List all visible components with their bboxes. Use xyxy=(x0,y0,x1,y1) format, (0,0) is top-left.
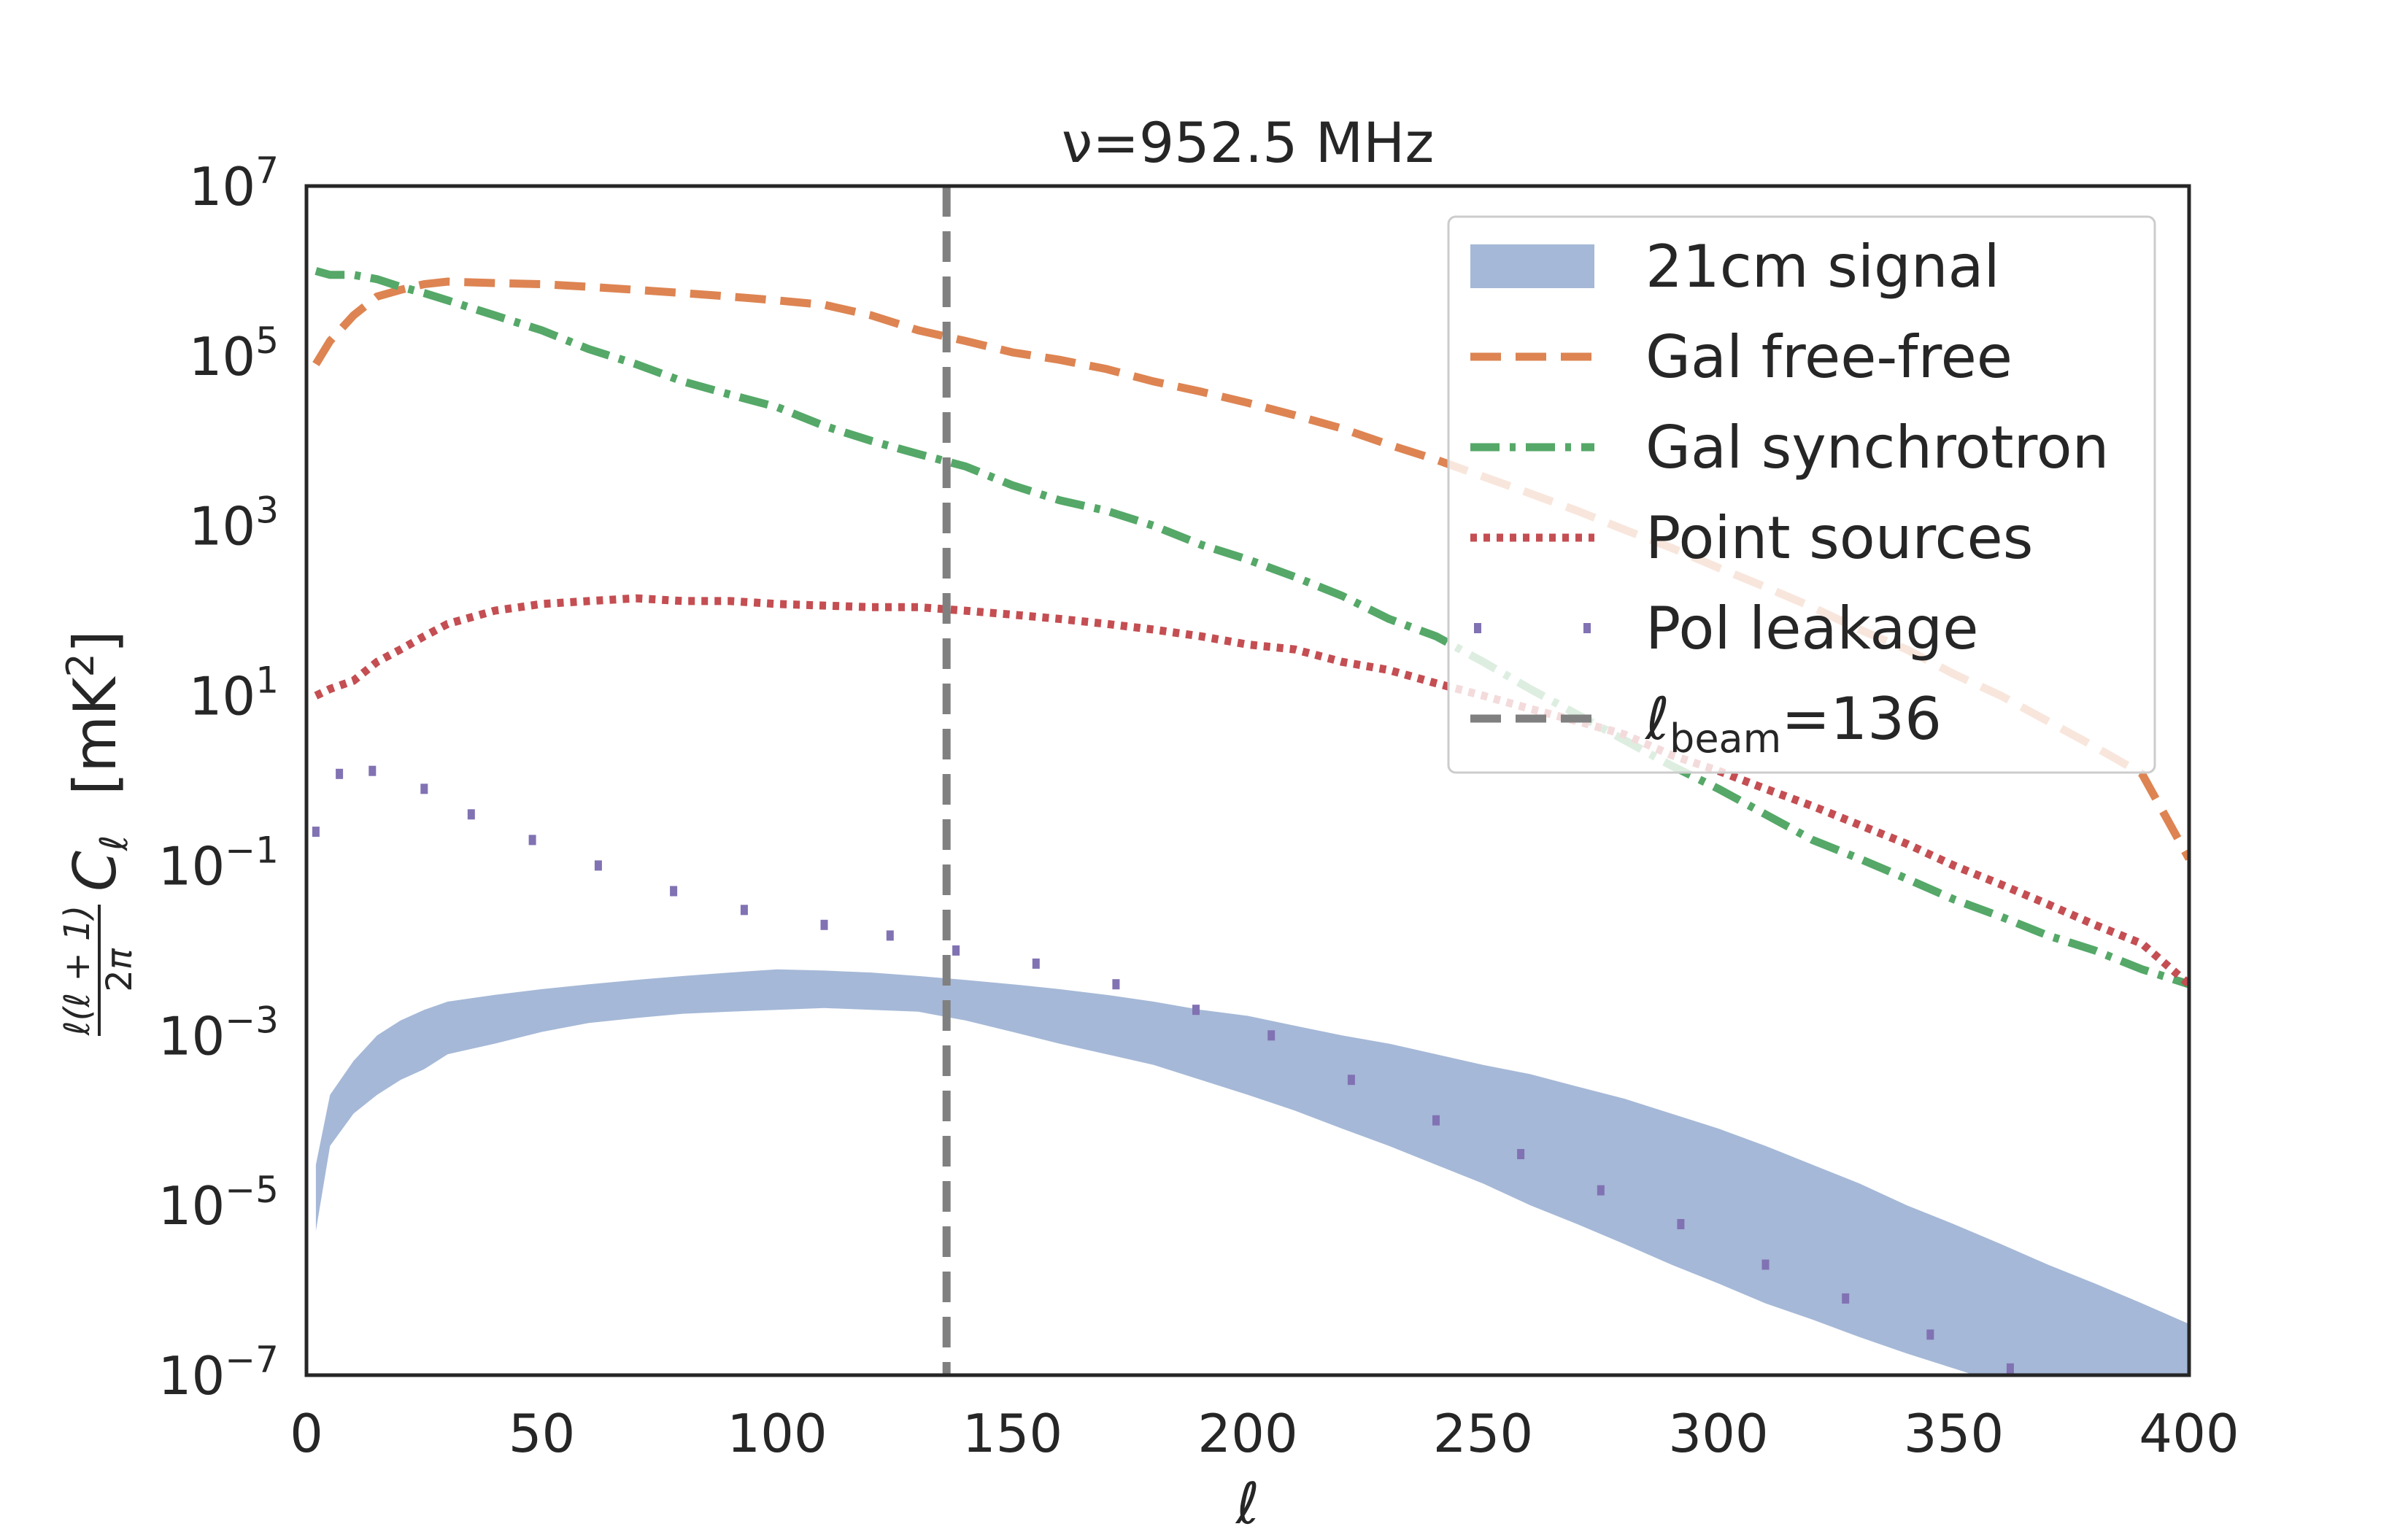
pol-leakage-point xyxy=(1347,1075,1355,1086)
pol-leakage-point xyxy=(820,919,828,930)
legend-label-ps: Point sources xyxy=(1645,504,2033,572)
x-tick-label: 100 xyxy=(727,1403,827,1464)
svg-text:2π: 2π xyxy=(99,948,140,992)
pol-leakage-point xyxy=(528,835,536,846)
pol-leakage-point xyxy=(2091,1396,2099,1406)
y-tick-label: 10−3 xyxy=(158,999,279,1067)
pol-leakage-point xyxy=(1267,1030,1276,1041)
x-tick-label: 350 xyxy=(1904,1403,2004,1464)
series-21cm-band xyxy=(315,969,2189,1375)
pol-leakage-point xyxy=(2006,1363,2014,1374)
x-axis-label: ℓ xyxy=(1235,1471,1259,1532)
pol-leakage-point xyxy=(1432,1115,1440,1126)
legend: 21cm signal Gal free-free Gal synchrotron P… xyxy=(1447,215,2156,774)
pol-leakage-point xyxy=(1761,1259,1770,1270)
y-tick-label: 10−5 xyxy=(158,1169,279,1237)
legend-label-beam: ℓbeam=136 xyxy=(1644,685,1942,762)
series-gal-synchrotron xyxy=(314,267,2189,989)
pol-leakage-point xyxy=(368,765,377,776)
legend-label-sync: Gal synchrotron xyxy=(1645,414,2109,481)
pol-leakage-point xyxy=(312,827,320,837)
pol-leakage-point xyxy=(952,945,960,956)
x-tick-label: 50 xyxy=(509,1403,576,1464)
svg-text:Cℓ: Cℓ xyxy=(61,835,136,891)
pol-leakage-point xyxy=(420,784,428,794)
series-point-sources xyxy=(314,594,2189,988)
legend-label-21cm: 21cm signal xyxy=(1645,233,2000,301)
pol-leakage-point xyxy=(1677,1219,1685,1229)
pol-leakage-point xyxy=(1112,979,1120,990)
y-tick-label: 105 xyxy=(189,320,279,387)
plot-frame xyxy=(304,184,2191,1377)
pol-leakage-point xyxy=(1192,1005,1200,1015)
pol-leakage-point xyxy=(336,768,344,779)
legend-box xyxy=(1447,215,2156,774)
legend-swatch-pol xyxy=(1583,623,1591,633)
y-tick-label: 101 xyxy=(189,659,279,727)
chart-title: ν=952.5 MHz xyxy=(1062,110,1434,175)
y-tick-label: 10−7 xyxy=(158,1339,279,1407)
legend-swatch-21cm xyxy=(1470,244,1594,288)
x-tick-label: 300 xyxy=(1668,1403,1768,1464)
pol-leakage-point xyxy=(1517,1149,1525,1159)
y-tick-label: 107 xyxy=(189,150,279,217)
x-tick-label: 0 xyxy=(290,1403,323,1464)
legend-swatch-pol xyxy=(1474,623,1481,633)
legend-label-ff: Gal free-free xyxy=(1645,323,2013,391)
pol-leakage-point xyxy=(740,905,748,916)
pol-leakage-point xyxy=(1842,1293,1850,1304)
svg-text:ℓ(ℓ + 1): ℓ(ℓ + 1) xyxy=(57,905,98,1036)
y-tick-label: 10−1 xyxy=(158,829,279,897)
svg-text:[mK2]: [mK2] xyxy=(59,630,129,795)
pol-leakage-point xyxy=(467,809,475,820)
y-tick-label: 103 xyxy=(189,490,279,557)
pol-leakage-point xyxy=(1032,958,1040,969)
pol-leakage-point xyxy=(670,886,678,897)
x-tick-label: 200 xyxy=(1197,1403,1297,1464)
pol-leakage-point xyxy=(886,930,894,941)
legend-label-pol: Pol leakage xyxy=(1645,595,1978,662)
y-axis-label: ℓ(ℓ + 1) 2π Cℓ [mK2] xyxy=(57,630,140,1036)
pol-leakage-point xyxy=(1597,1185,1605,1196)
x-tick-label: 150 xyxy=(962,1403,1062,1464)
pol-leakage-point xyxy=(594,860,602,871)
x-tick-label: 250 xyxy=(1433,1403,1533,1464)
pol-leakage-point xyxy=(1926,1329,1934,1340)
x-tick-label: 400 xyxy=(2139,1403,2239,1464)
